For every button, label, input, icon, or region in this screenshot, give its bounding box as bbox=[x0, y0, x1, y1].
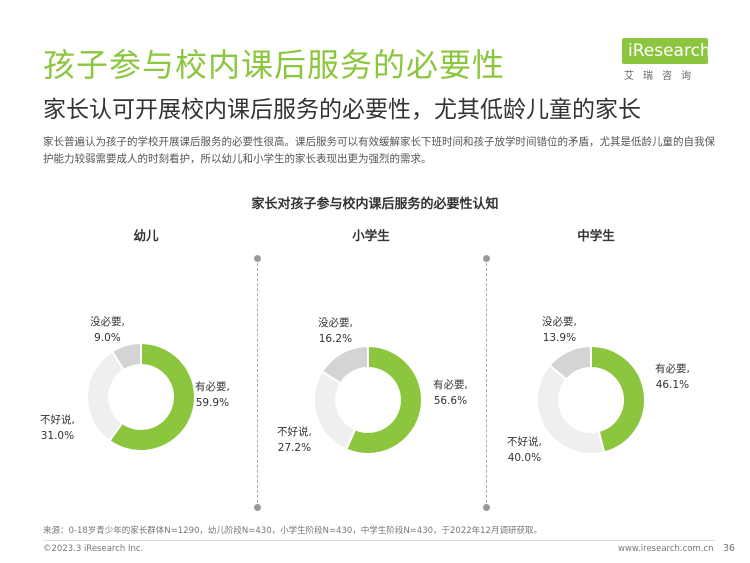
chart-title: 家长对孩子参与校内课后服务的必要性认知 bbox=[251, 197, 499, 212]
value-not-necessary: 13.9% bbox=[542, 332, 577, 344]
iresearch-logo: iResearch 艾瑞咨询 bbox=[622, 38, 712, 82]
panel-title-kindergarten: 幼儿 bbox=[133, 228, 159, 243]
legend-not-necessary: 没必要, bbox=[318, 317, 353, 329]
label-hard-to-say-1: 不好说, 27.2% bbox=[277, 424, 312, 456]
donut-slice-hard-to-say bbox=[313, 370, 357, 451]
panel-divider bbox=[483, 255, 490, 511]
label-not-necessary-0: 没必要, 9.0% bbox=[90, 314, 125, 346]
logo-badge bbox=[622, 38, 708, 64]
label-not-necessary-2: 没必要, 13.9% bbox=[542, 314, 577, 346]
panel-divider bbox=[254, 255, 261, 511]
label-hard-to-say-2: 不好说, 40.0% bbox=[507, 434, 542, 466]
donut-slice-necessary bbox=[590, 344, 646, 454]
value-necessary: 56.6% bbox=[433, 395, 468, 407]
donut-slice-not-necessary bbox=[548, 344, 592, 381]
legend-necessary: 有必要, bbox=[433, 379, 468, 391]
website-link: www.iresearch.com.cn bbox=[618, 544, 714, 554]
value-necessary: 46.1% bbox=[655, 379, 690, 391]
legend-necessary: 有必要, bbox=[195, 381, 230, 393]
legend-not-necessary: 没必要, bbox=[90, 316, 125, 328]
donut-slice-hard-to-say bbox=[86, 350, 126, 443]
label-necessary-1: 有必要, 56.6% bbox=[433, 377, 468, 409]
value-necessary: 59.9% bbox=[195, 397, 230, 409]
legend-not-necessary: 没必要, bbox=[542, 316, 577, 328]
donut-slice-necessary bbox=[107, 341, 196, 452]
donut-slice-hard-to-say bbox=[536, 363, 606, 455]
legend-necessary: 有必要, bbox=[655, 363, 690, 375]
label-necessary-2: 有必要, 46.1% bbox=[655, 361, 690, 393]
value-not-necessary: 16.2% bbox=[318, 333, 353, 345]
legend-hard-to-say: 不好说, bbox=[40, 414, 75, 426]
footer-divider bbox=[43, 540, 715, 541]
page-number: 36 bbox=[723, 543, 736, 554]
donut-slice-necessary bbox=[344, 344, 423, 455]
donut-slice-not-necessary bbox=[110, 341, 142, 372]
label-not-necessary-1: 没必要, 16.2% bbox=[318, 315, 353, 347]
logo-text: iResearch bbox=[628, 41, 711, 61]
page-title: 孩子参与校内课后服务的必要性 bbox=[43, 46, 506, 84]
value-hard-to-say: 31.0% bbox=[40, 430, 75, 442]
panel-title-middle: 中学生 bbox=[577, 228, 615, 243]
copyright: ©2023.3 iResearch Inc. bbox=[43, 544, 144, 554]
page-description: 家长普遍认为孩子的学校开展课后服务的必要性很高。课后服务可以有效缓解家长下班时间… bbox=[43, 136, 715, 165]
legend-hard-to-say: 不好说, bbox=[277, 426, 312, 438]
value-hard-to-say: 40.0% bbox=[507, 452, 542, 464]
logo-cn-text: 艾瑞咨询 bbox=[624, 71, 700, 82]
label-hard-to-say-0: 不好说, 31.0% bbox=[40, 412, 75, 444]
label-necessary-0: 有必要, 59.9% bbox=[195, 379, 230, 411]
panel-title-primary: 小学生 bbox=[352, 228, 390, 243]
value-not-necessary: 9.0% bbox=[94, 332, 121, 344]
value-hard-to-say: 27.2% bbox=[277, 442, 312, 454]
legend-hard-to-say: 不好说, bbox=[507, 436, 542, 448]
page-subtitle: 家长认可开展校内课后服务的必要性，尤其低龄儿童的家长 bbox=[43, 97, 641, 123]
donut-slice-not-necessary bbox=[320, 344, 369, 385]
source-note: 来源：0-18岁青少年的家长群体N=1290，幼儿阶段N=430，小学生阶段N=… bbox=[43, 526, 542, 536]
